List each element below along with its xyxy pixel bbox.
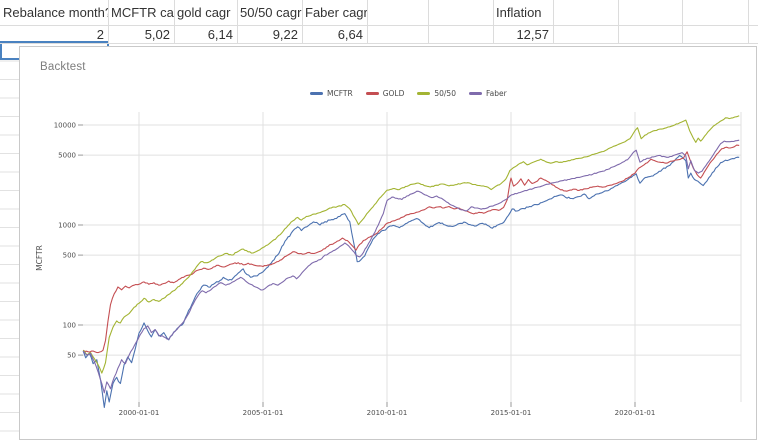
sheet-header-mcftr-cagr[interactable]: MCFTR cag <box>111 5 174 20</box>
sheet-header-inflation[interactable]: Inflation <box>496 5 542 20</box>
sheet-header-faber-cagr[interactable]: Faber cagr <box>305 5 367 20</box>
sheet-header-rebalance-month[interactable]: Rebalance month? <box>3 5 108 20</box>
legend-item-faber[interactable]: Faber <box>468 89 507 98</box>
legend-marker-5050 <box>417 92 431 95</box>
legend-marker-faber <box>468 92 482 95</box>
legend-item-gold[interactable]: GOLD <box>365 89 405 98</box>
legend-item-mcftr[interactable]: MCFTR <box>310 89 353 98</box>
sheet-value-empty-1[interactable] <box>367 25 428 43</box>
sheet-value-gold-cagr[interactable]: 6,14 <box>207 26 233 42</box>
sheet-value-rebalance-month[interactable]: 2 <box>96 26 104 42</box>
sheet-value-5050-cagr[interactable]: 9,22 <box>272 26 298 42</box>
sheet-header-empty-2[interactable] <box>428 0 493 25</box>
sheet-value-faber-cagr[interactable]: 6,64 <box>337 26 363 42</box>
sheet-header-empty-1[interactable] <box>367 0 428 25</box>
legend-label-5050: 50/50 <box>434 89 456 98</box>
legend-label-gold: GOLD <box>382 89 405 98</box>
legend-label-mcftr: MCFTR <box>327 89 353 98</box>
sheet-value-empty-2[interactable] <box>428 25 493 43</box>
sheet-header-5050-cagr[interactable]: 50/50 cagr <box>240 5 302 20</box>
chart-legend: MCFTR GOLD 50/50 Faber <box>310 89 507 98</box>
legend-item-5050[interactable]: 50/50 <box>417 89 456 98</box>
legend-label-faber: Faber <box>485 89 507 98</box>
sheet-value-mcftr-cagr[interactable]: 5,02 <box>144 26 170 42</box>
legend-marker-mcftr <box>310 92 323 95</box>
legend-marker-gold <box>365 92 379 95</box>
sheet-value-inflation[interactable]: 12,57 <box>516 26 549 42</box>
chart-title: Backtest <box>40 61 86 73</box>
chart-panel[interactable] <box>19 46 757 440</box>
sheet-header-gold-cagr[interactable]: gold cagr <box>177 5 231 20</box>
